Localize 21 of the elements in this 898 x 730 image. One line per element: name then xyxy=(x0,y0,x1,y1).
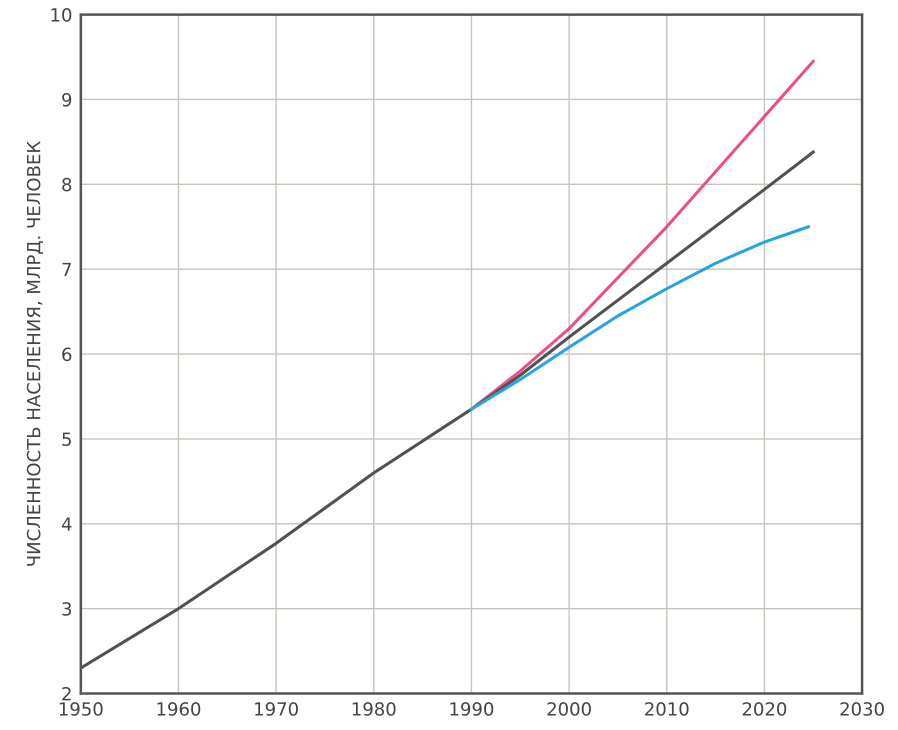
x-tick-label: 2020 xyxy=(742,702,786,716)
y-tick-label: 3 xyxy=(62,602,72,616)
x-tick-label: 1950 xyxy=(60,702,103,716)
y-axis-title: ЧИСЛЕННОСТЬ НАСЕЛЕНИЯ, МЛРД. ЧЕЛОВЕК xyxy=(26,141,44,566)
x-tick-label: 1960 xyxy=(157,702,200,716)
x-tick-label: 1980 xyxy=(352,702,396,716)
y-tick-label: 9 xyxy=(62,92,72,107)
y-tick-label: 10 xyxy=(51,8,72,22)
y-tick-label: 2 xyxy=(62,686,71,700)
x-tick-label: 1990 xyxy=(450,702,494,716)
y-tick-label: 4 xyxy=(62,517,72,531)
x-tick-label: 1970 xyxy=(255,702,298,716)
y-tick-label: 5 xyxy=(62,432,71,446)
x-tick-label: 2010 xyxy=(645,702,689,716)
y-tick-label: 8 xyxy=(62,178,72,192)
y-tick-label: 7 xyxy=(62,262,71,276)
line-series xyxy=(470,225,810,411)
line-series xyxy=(470,60,815,411)
y-tick-label: 6 xyxy=(62,348,72,362)
x-tick-label: 2030 xyxy=(840,702,884,716)
x-tick-label: 2000 xyxy=(547,702,591,716)
